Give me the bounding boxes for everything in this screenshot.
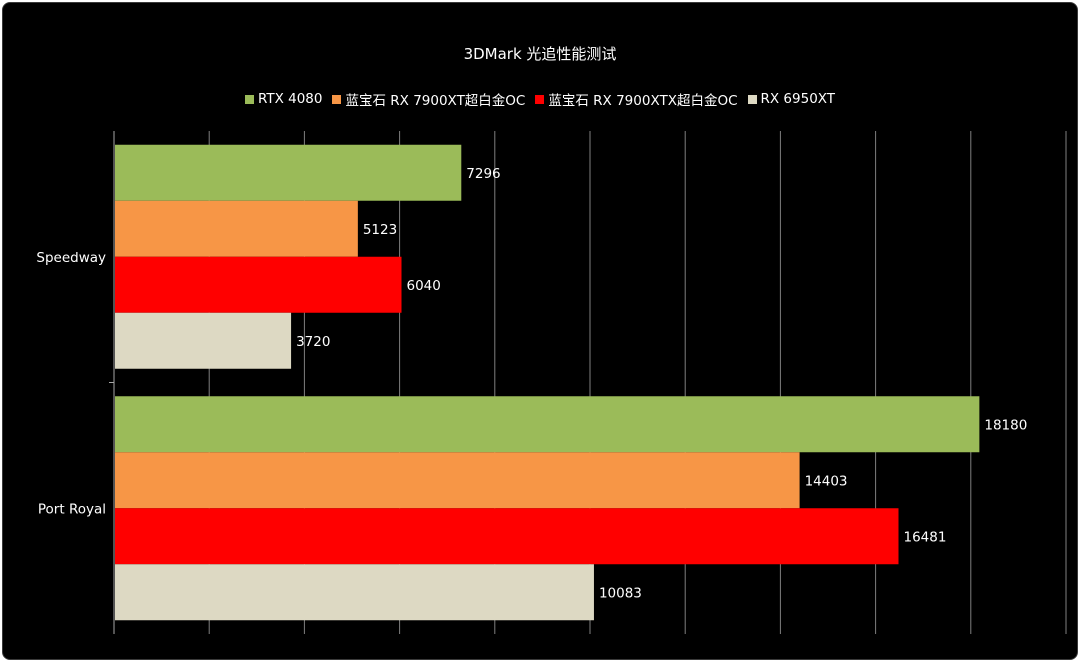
legend-swatch [244, 94, 254, 104]
bar [115, 200, 358, 257]
legend-swatch [747, 94, 757, 104]
data-label: 5123 [363, 222, 397, 238]
category-label: Speedway [36, 250, 106, 266]
plot-area: Speedway 7296 5123 6040 3720 Port Royal 18180 1… [36, 131, 1067, 634]
legend-label: RTX 4080 [257, 91, 323, 107]
legend-item: RTX 4080 [244, 91, 323, 107]
legend-label: 蓝宝石 RX 7900XTX超白金OC [548, 93, 738, 109]
legend-swatch [332, 94, 342, 104]
chart-title: 3DMark 光追性能测试 [463, 45, 617, 63]
data-label: 7296 [466, 166, 500, 182]
bar [115, 452, 800, 509]
legend-swatch [535, 94, 545, 104]
data-label: 10083 [599, 585, 642, 601]
bar [115, 396, 980, 453]
bar [115, 144, 462, 201]
legend-item: 蓝宝石 RX 7900XTX超白金OC [535, 89, 738, 109]
data-label: 3720 [296, 334, 330, 350]
bar [115, 312, 292, 369]
data-label: 6040 [407, 278, 441, 294]
legend-item: 蓝宝石 RX 7900XT超白金OC [332, 89, 525, 109]
legend-label: 蓝宝石 RX 7900XT超白金OC [345, 93, 526, 109]
legend-item: RX 6950XT [747, 91, 836, 107]
data-label: 18180 [984, 417, 1027, 433]
legend: RTX 4080 蓝宝石 RX 7900XT超白金OC 蓝宝石 RX 7900XTX… [3, 89, 1077, 109]
bar [115, 508, 899, 565]
bar [115, 256, 402, 313]
bar [115, 564, 594, 621]
data-label: 16481 [903, 529, 946, 545]
category-label: Port Royal [38, 501, 106, 517]
data-label: 14403 [805, 473, 848, 489]
legend-label: RX 6950XT [760, 91, 836, 107]
